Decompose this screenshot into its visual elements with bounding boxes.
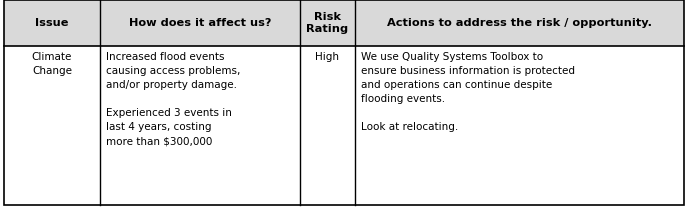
Text: Actions to address the risk / opportunity.: Actions to address the risk / opportunit… (387, 18, 652, 28)
Text: Climate
Change: Climate Change (32, 52, 72, 76)
Text: Increased flood events
causing access problems,
and/or property damage.

Experie: Increased flood events causing access pr… (106, 52, 240, 146)
Text: How does it affect us?: How does it affect us? (129, 18, 271, 28)
Text: Issue: Issue (35, 18, 69, 28)
Text: Risk
Rating: Risk Rating (306, 12, 349, 34)
Text: High: High (316, 52, 339, 62)
Text: We use Quality Systems Toolbox to
ensure business information is protected
and o: We use Quality Systems Toolbox to ensure… (361, 52, 575, 132)
Bar (4, 0, 684, 46)
